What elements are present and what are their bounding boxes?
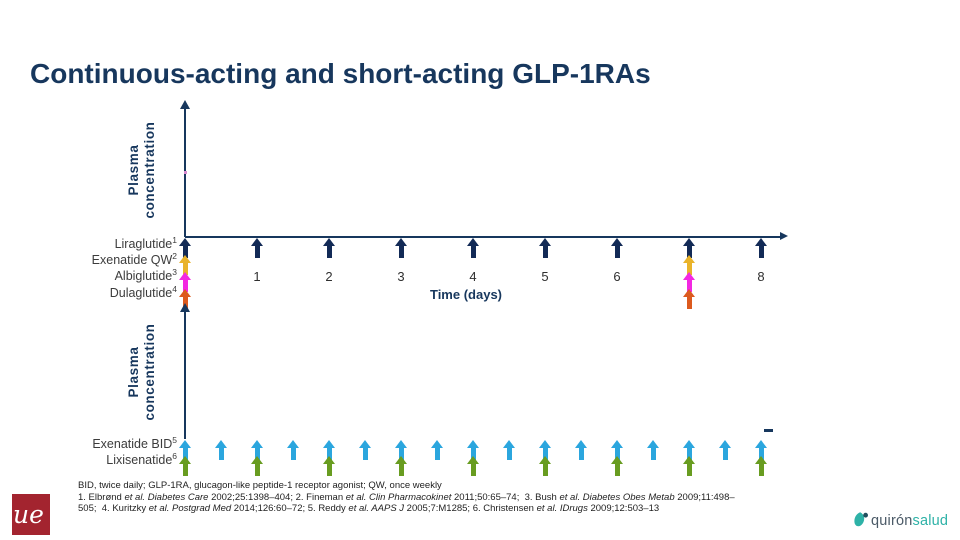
x-axis-line: [185, 236, 780, 238]
dose-arrow: [755, 238, 768, 258]
tick-label: 4: [469, 269, 477, 284]
dose-arrow: [179, 440, 192, 460]
tick-label: 5: [541, 269, 549, 284]
dose-arrow: [683, 238, 696, 258]
dose-arrow: [683, 440, 696, 460]
page-title: Continuous-acting and short-acting GLP-1…: [30, 58, 651, 89]
ue-logo-text: ue: [13, 500, 44, 529]
footnote: BID, twice daily; GLP-1RA, glucagon-like…: [78, 480, 908, 515]
dose-arrow: [323, 440, 336, 460]
dose-arrow: [611, 238, 624, 258]
dose-arrow: [251, 455, 264, 476]
dose-arrow: [539, 440, 552, 460]
series-label: Albiglutide3: [114, 267, 177, 284]
footnote-line: 505; 4. Kuritzky et al. Postgrad Med 201…: [78, 503, 660, 514]
y-axis-label: Plasma concentration: [125, 323, 157, 421]
tick-label: 3: [397, 269, 405, 284]
series-label: Liraglutide1: [114, 234, 177, 251]
dose-arrow: [179, 238, 192, 258]
dose-arrow: [539, 455, 552, 476]
dose-arrow: [431, 440, 444, 460]
quiron-logo-text: quirón: [871, 512, 913, 529]
dose-arrow: [719, 440, 732, 460]
tick-label: 1: [253, 269, 261, 284]
series-label: Exenatide QW2: [91, 251, 177, 268]
dose-arrow: [395, 238, 408, 258]
dose-arrow: [359, 440, 372, 460]
y-axis-arrowhead: [179, 303, 190, 312]
dose-arrow: [683, 255, 696, 275]
dose-arrow: [647, 440, 660, 460]
dose-arrow: [179, 272, 192, 292]
dose-arrow: [467, 238, 480, 258]
y-axis-arrowhead: [179, 100, 190, 109]
dose-arrow: [179, 255, 192, 275]
dose-arrow: [575, 440, 588, 460]
x-axis-arrowhead: [780, 232, 788, 240]
series-label: Exenatide BID5: [92, 434, 177, 451]
universidad-europea-logo: ue: [12, 494, 50, 535]
dose-arrow: [755, 440, 768, 460]
dose-arrow: [323, 455, 336, 476]
tick-label: 2: [325, 269, 333, 284]
dose-arrow: [251, 238, 264, 258]
dose-arrow: [251, 440, 264, 460]
footnote-line: 1. Elbrønd et al. Diabetes Care 2002;25:…: [78, 491, 735, 503]
dose-arrow: [683, 272, 696, 292]
footnote-line: BID, twice daily; GLP-1RA, glucagon-like…: [78, 480, 442, 491]
series-label: Lixisenatide6: [106, 450, 177, 467]
y-axis-line: [184, 310, 186, 439]
dose-arrow: [287, 440, 300, 460]
quironsalud-leaf-icon: [853, 510, 869, 531]
dose-arrow: [215, 440, 228, 460]
dose-arrow: [467, 440, 480, 460]
tick-label: 6: [613, 269, 621, 284]
x-axis-label: Time (days): [429, 287, 503, 302]
quironsalud-logo: quirón salud: [853, 510, 948, 531]
series-label: Dulaglutide4: [109, 283, 177, 300]
dose-arrow: [395, 455, 408, 476]
dose-arrow: [467, 455, 480, 476]
dose-arrow: [395, 440, 408, 460]
dose-arrow: [323, 238, 336, 258]
dose-arrow: [179, 455, 192, 476]
dose-arrow: [503, 440, 516, 460]
dose-arrow: [611, 440, 624, 460]
dose-arrow: [683, 455, 696, 476]
tick-label: 8: [757, 269, 765, 284]
dose-arrow: [611, 455, 624, 476]
dose-arrow: [755, 455, 768, 476]
salud-logo-text: salud: [912, 512, 949, 529]
dose-arrow: [683, 289, 696, 309]
axis-artifact-dot: [184, 171, 187, 174]
dose-arrow: [539, 238, 552, 258]
axis-end-dash: [764, 429, 773, 432]
